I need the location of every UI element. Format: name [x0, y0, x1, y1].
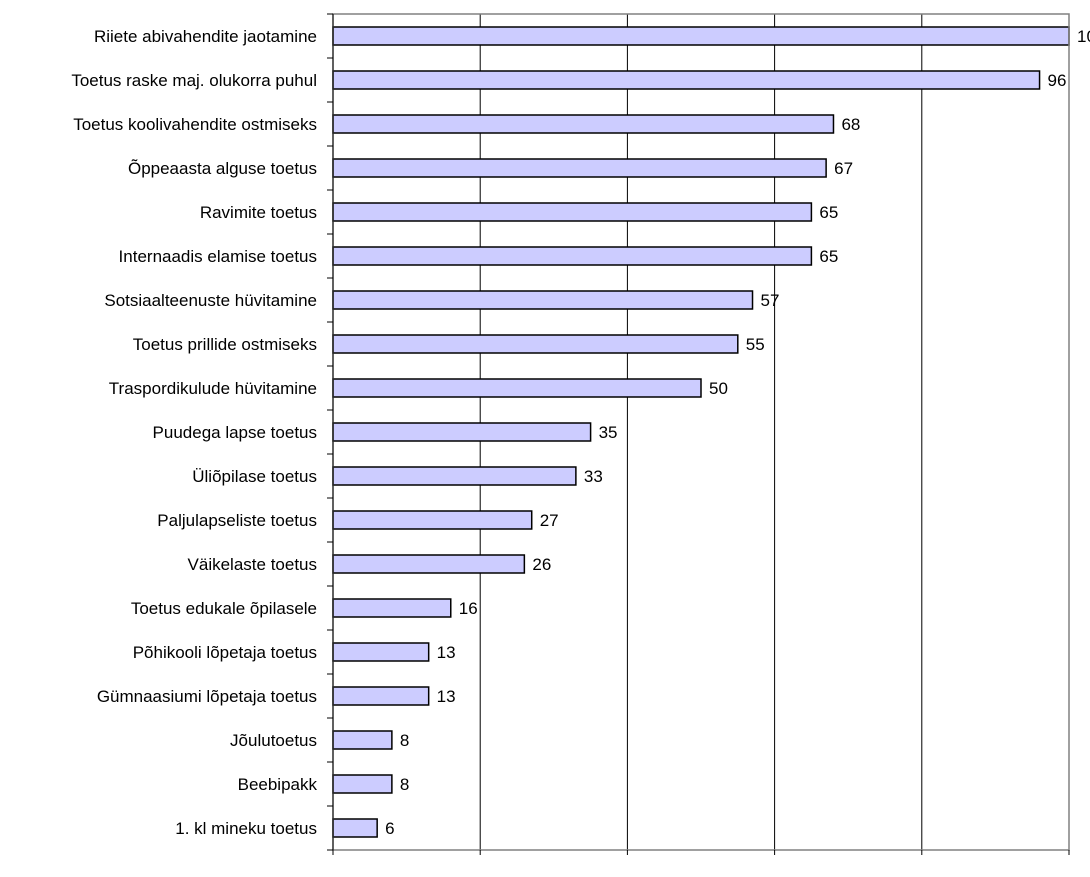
- value-label: 100: [1077, 27, 1090, 46]
- bar: [332, 466, 577, 486]
- value-label: 68: [841, 115, 860, 134]
- category-label: Toetus raske maj. olukorra puhul: [71, 71, 317, 90]
- value-label: 13: [437, 687, 456, 706]
- category-label: 1. kl mineku toetus: [175, 819, 317, 838]
- value-label: 27: [540, 511, 559, 530]
- bar: [332, 202, 813, 222]
- bar: [332, 70, 1041, 90]
- value-label: 67: [834, 159, 853, 178]
- value-label: 8: [400, 731, 409, 750]
- category-label: Jõulutoetus: [230, 731, 317, 750]
- value-label: 35: [599, 423, 618, 442]
- value-label: 50: [709, 379, 728, 398]
- axis-layer: [327, 13, 1070, 855]
- bar: [332, 334, 739, 354]
- bar: [332, 26, 1070, 46]
- value-label: 57: [761, 291, 780, 310]
- value-label: 96: [1048, 71, 1067, 90]
- bar: [332, 642, 430, 662]
- bar: [332, 818, 378, 838]
- category-label: Õppeaasta alguse toetus: [128, 159, 317, 178]
- x-tick-label: 20: [471, 875, 490, 877]
- x-tick-label: 40: [618, 875, 637, 877]
- x-tick-label: 100: [1055, 875, 1083, 877]
- category-label: Ravimite toetus: [200, 203, 317, 222]
- value-label: 55: [746, 335, 765, 354]
- value-label: 8: [400, 775, 409, 794]
- bar: [332, 290, 754, 310]
- value-label: 65: [819, 203, 838, 222]
- value-label: 6: [385, 819, 394, 838]
- category-label: Toetus prillide ostmiseks: [133, 335, 317, 354]
- category-label: Väikelaste toetus: [188, 555, 317, 574]
- value-label: 13: [437, 643, 456, 662]
- bar: [332, 378, 702, 398]
- bar: [332, 686, 430, 706]
- category-label: Toetus koolivahendite ostmiseks: [73, 115, 317, 134]
- bar: [332, 422, 592, 442]
- bar: [332, 158, 827, 178]
- category-label: Toetus edukale õpilasele: [131, 599, 317, 618]
- bar: [332, 730, 393, 750]
- value-label: 33: [584, 467, 603, 486]
- x-tick-label: 80: [912, 875, 931, 877]
- category-label: Riiete abivahendite jaotamine: [94, 27, 317, 46]
- bar: [332, 554, 526, 574]
- bar: [332, 774, 393, 794]
- bar: [332, 598, 452, 618]
- category-label: Gümnaasiumi lõpetaja toetus: [97, 687, 317, 706]
- category-label: Beebipakk: [238, 775, 318, 794]
- x-tick-label: 60: [765, 875, 784, 877]
- value-label: 26: [532, 555, 551, 574]
- bar-layer: [332, 26, 1070, 838]
- bar: [332, 246, 813, 266]
- category-label: Paljulapseliste toetus: [157, 511, 317, 530]
- value-label: 65: [819, 247, 838, 266]
- category-label: Sotsiaalteenuste hüvitamine: [104, 291, 317, 310]
- category-label: Puudega lapse toetus: [153, 423, 317, 442]
- category-label: Traspordikulude hüvitamine: [109, 379, 317, 398]
- bar: [332, 114, 835, 134]
- bar: [332, 510, 533, 530]
- category-label: Põhikooli lõpetaja toetus: [133, 643, 317, 662]
- category-label: Üliõpilase toetus: [192, 467, 317, 486]
- category-label: Internaadis elamise toetus: [119, 247, 317, 266]
- value-label: 16: [459, 599, 478, 618]
- label-layer: 0 20 40 60 80 100 Riiete abivahendite jaotamin…: [71, 27, 1090, 877]
- x-tick-label: 0: [328, 875, 337, 877]
